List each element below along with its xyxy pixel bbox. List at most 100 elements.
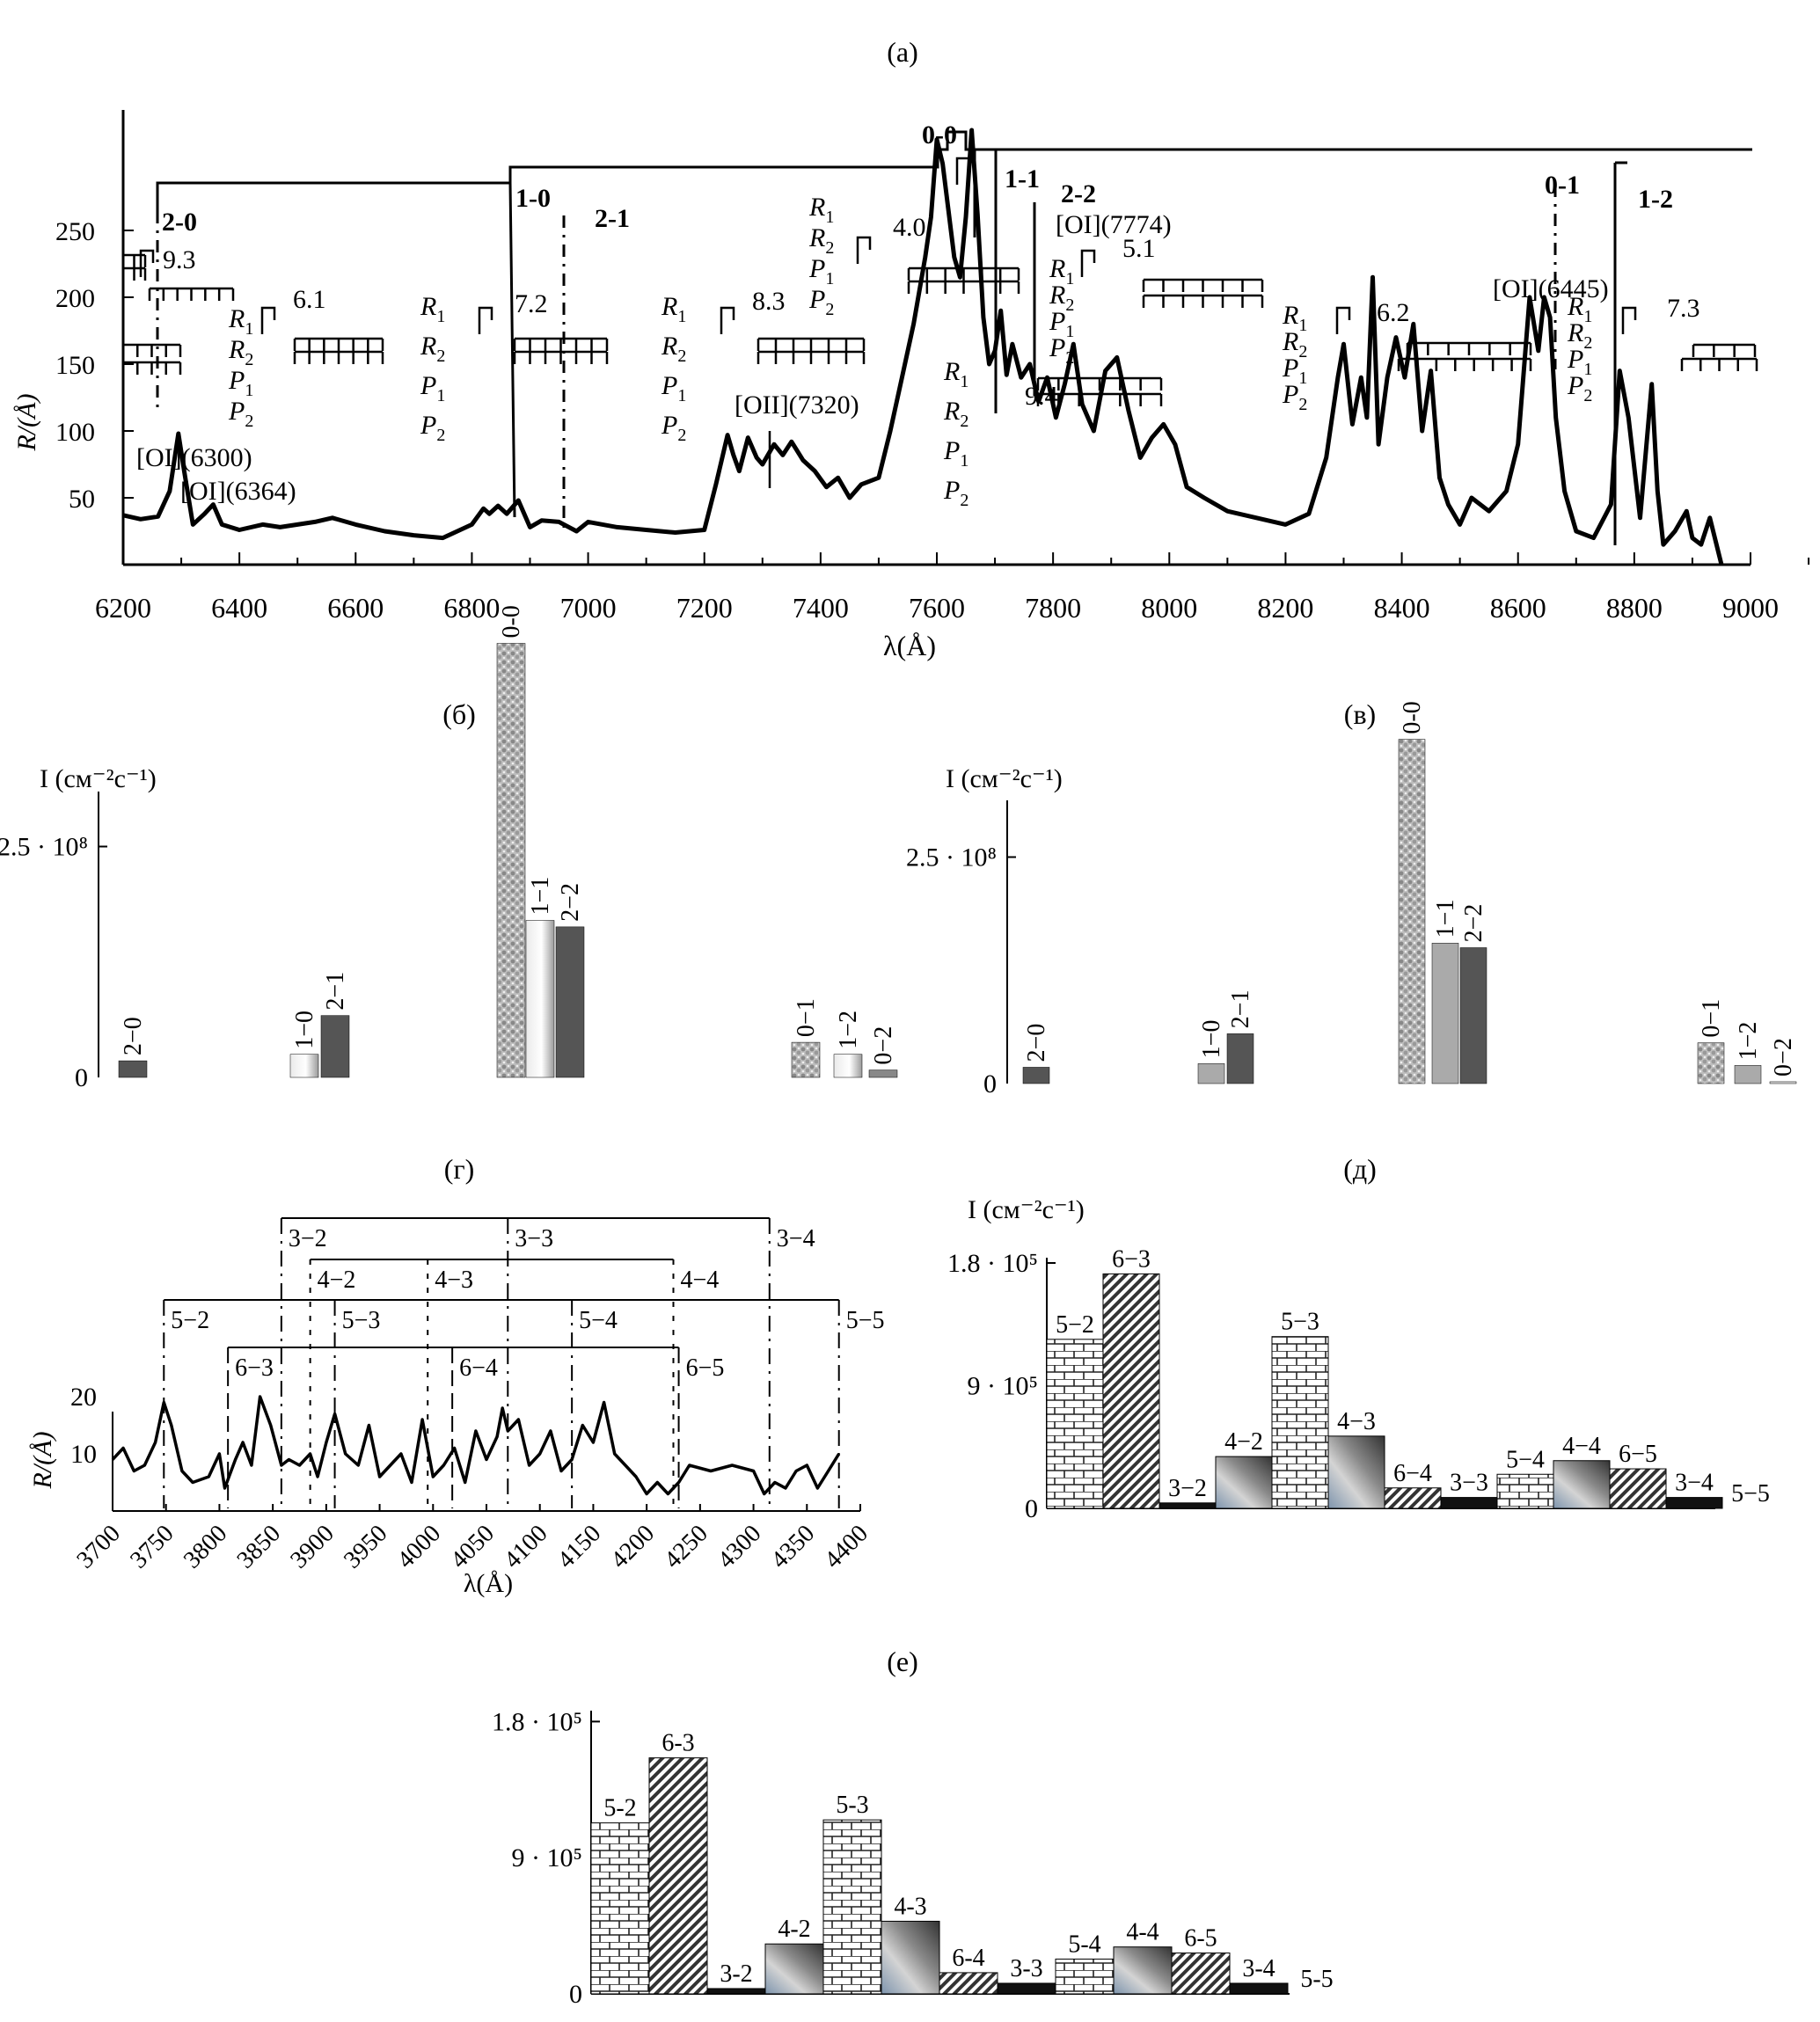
panel-v-title: (в) bbox=[1344, 698, 1376, 730]
panel-g: (г) 3700 3750 3800 3850 3900 3950 4000 4050 4100… bbox=[28, 1153, 885, 1598]
d-bar bbox=[1327, 1435, 1385, 1509]
e-bar bbox=[881, 1920, 940, 1995]
d-ytick-label: 9 · 10⁵ bbox=[968, 1372, 1038, 1401]
panel-e-title: (е) bbox=[887, 1646, 918, 1677]
d-bar bbox=[1271, 1336, 1329, 1509]
band-0-0: 0-0 bbox=[922, 120, 957, 150]
d-ytick-label: 0 bbox=[1025, 1494, 1038, 1523]
ann-oi-6300: [OI](6300) bbox=[136, 443, 252, 472]
val-9-4: 9.4 bbox=[1025, 382, 1058, 411]
g-xtick-label: 4400 bbox=[819, 1520, 873, 1574]
b-bar bbox=[791, 1041, 821, 1078]
b-bar-label: 1−2 bbox=[835, 1011, 862, 1049]
e-bar bbox=[1171, 1953, 1231, 1995]
a-ytick-label: 200 bbox=[55, 284, 95, 313]
d-bar bbox=[1440, 1497, 1498, 1509]
d-bar bbox=[1609, 1468, 1667, 1509]
e-bar bbox=[1055, 1958, 1115, 1995]
v-bar bbox=[1022, 1067, 1050, 1084]
a-xtick-label: 7200 bbox=[676, 592, 733, 624]
g-xtick-label: 3850 bbox=[232, 1520, 287, 1574]
branch-label: P2 bbox=[1567, 371, 1592, 405]
d-bar-label: 5−4 bbox=[1506, 1446, 1545, 1473]
step-marker-4 bbox=[856, 236, 872, 264]
step-marker-5 bbox=[1080, 249, 1096, 277]
g-band-label: 5−4 bbox=[579, 1307, 618, 1334]
branch-label: R1 bbox=[1049, 254, 1074, 288]
e-ytick-label: 9 · 10⁵ bbox=[512, 1843, 582, 1872]
g-band-label: 4−3 bbox=[435, 1266, 473, 1294]
e-bar-label: 4-3 bbox=[894, 1893, 926, 1920]
branch-label: R2 bbox=[1567, 318, 1592, 353]
g-band-label: 5−5 bbox=[846, 1307, 885, 1334]
branch-label: P1 bbox=[943, 436, 968, 471]
g-xtick-label: 4000 bbox=[392, 1520, 447, 1574]
ann-oii-7320: [OII](7320) bbox=[735, 391, 859, 420]
panel-a-title: (a) bbox=[887, 36, 918, 68]
g-band-label: 4−2 bbox=[318, 1266, 356, 1294]
v-ytick-0: 0 bbox=[983, 1069, 997, 1099]
step-marker-0 bbox=[139, 249, 155, 277]
e-bar bbox=[764, 1943, 824, 1995]
e-bar-label: 5-4 bbox=[1068, 1931, 1100, 1958]
band-1-0: 1-0 bbox=[515, 184, 551, 213]
a-ticks: 6200 6400 6600 6800 7000 7200 7400 7600 7800 8000… bbox=[55, 217, 1810, 624]
branch-label: R2 bbox=[420, 332, 445, 366]
branch-combs bbox=[121, 157, 1758, 406]
d-bar-label: 4−3 bbox=[1337, 1408, 1376, 1435]
branch-label: P2 bbox=[1282, 380, 1307, 414]
g-band-label: 6−4 bbox=[459, 1354, 498, 1382]
v-bar bbox=[1697, 1042, 1725, 1084]
e-bar bbox=[822, 1819, 882, 1995]
b-bar bbox=[555, 926, 585, 1078]
v-bar-label: 2−1 bbox=[1227, 990, 1254, 1029]
a-xtick-label: 7800 bbox=[1025, 592, 1081, 624]
step-marker-3 bbox=[720, 306, 735, 334]
b-bar bbox=[868, 1069, 898, 1078]
step-marker-2 bbox=[478, 306, 493, 334]
v-bar-label: 2−2 bbox=[1460, 904, 1487, 943]
b-bar-label: 2−1 bbox=[322, 972, 349, 1011]
d-bar bbox=[1553, 1460, 1611, 1509]
g-xtick-label: 4250 bbox=[659, 1520, 713, 1574]
b-bar-label: 0−2 bbox=[870, 1026, 897, 1065]
e-bar bbox=[648, 1757, 708, 1995]
d-bar-label: 4−2 bbox=[1224, 1428, 1263, 1456]
e-bar bbox=[997, 1982, 1056, 1995]
g-ytick-label: 10 bbox=[70, 1440, 97, 1469]
e-bar-label: 3-3 bbox=[1010, 1955, 1042, 1982]
e-bar-label: 3-4 bbox=[1242, 1955, 1275, 1982]
b-bar-label: 2−2 bbox=[557, 883, 584, 922]
a-xtick-label: 6200 bbox=[95, 592, 151, 624]
g-band-label: 5−2 bbox=[171, 1307, 209, 1334]
e-bar-label: 6-3 bbox=[661, 1730, 694, 1757]
a-xtick-label: 6400 bbox=[211, 592, 267, 624]
val-7-2: 7.2 bbox=[515, 289, 548, 318]
a-xtick-label: 7400 bbox=[793, 592, 849, 624]
b-bar-label: 0−1 bbox=[793, 998, 820, 1037]
a-xtick-label: 6800 bbox=[443, 592, 500, 624]
d-bar bbox=[1159, 1502, 1217, 1509]
branch-label: P1 bbox=[1282, 354, 1307, 388]
val-7-3: 7.3 bbox=[1667, 294, 1700, 323]
v-bar bbox=[1769, 1081, 1797, 1084]
v-bar bbox=[1226, 1033, 1254, 1084]
e-bar bbox=[590, 1822, 650, 1995]
band-1-2: 1-2 bbox=[1638, 185, 1673, 214]
b-bar-label: 1−0 bbox=[291, 1011, 318, 1049]
g-xtick-label: 4200 bbox=[606, 1520, 661, 1574]
g-xtick-label: 4300 bbox=[713, 1520, 767, 1574]
g-band-label: 3−4 bbox=[777, 1225, 815, 1252]
branch-label: P1 bbox=[808, 254, 834, 288]
branch-label: P2 bbox=[943, 476, 968, 510]
panel-e: (е) 0 9 · 10⁵ 1.8 · 10⁵ 5-2 6-3 3-2 4-2 5-3 4-3 6… bbox=[492, 1646, 1334, 2009]
g-xtick-label: 4150 bbox=[552, 1520, 607, 1574]
d-bar bbox=[1215, 1456, 1273, 1509]
d-bar bbox=[1046, 1339, 1104, 1509]
e-bar-label: 5-2 bbox=[603, 1795, 636, 1822]
v-bar bbox=[1431, 943, 1459, 1084]
b-bar bbox=[833, 1054, 863, 1078]
e-bar-label: 4-4 bbox=[1126, 1919, 1159, 1946]
b-ytick-0: 0 bbox=[75, 1063, 88, 1092]
e-bar-label: 5-5 bbox=[1300, 1966, 1333, 1993]
